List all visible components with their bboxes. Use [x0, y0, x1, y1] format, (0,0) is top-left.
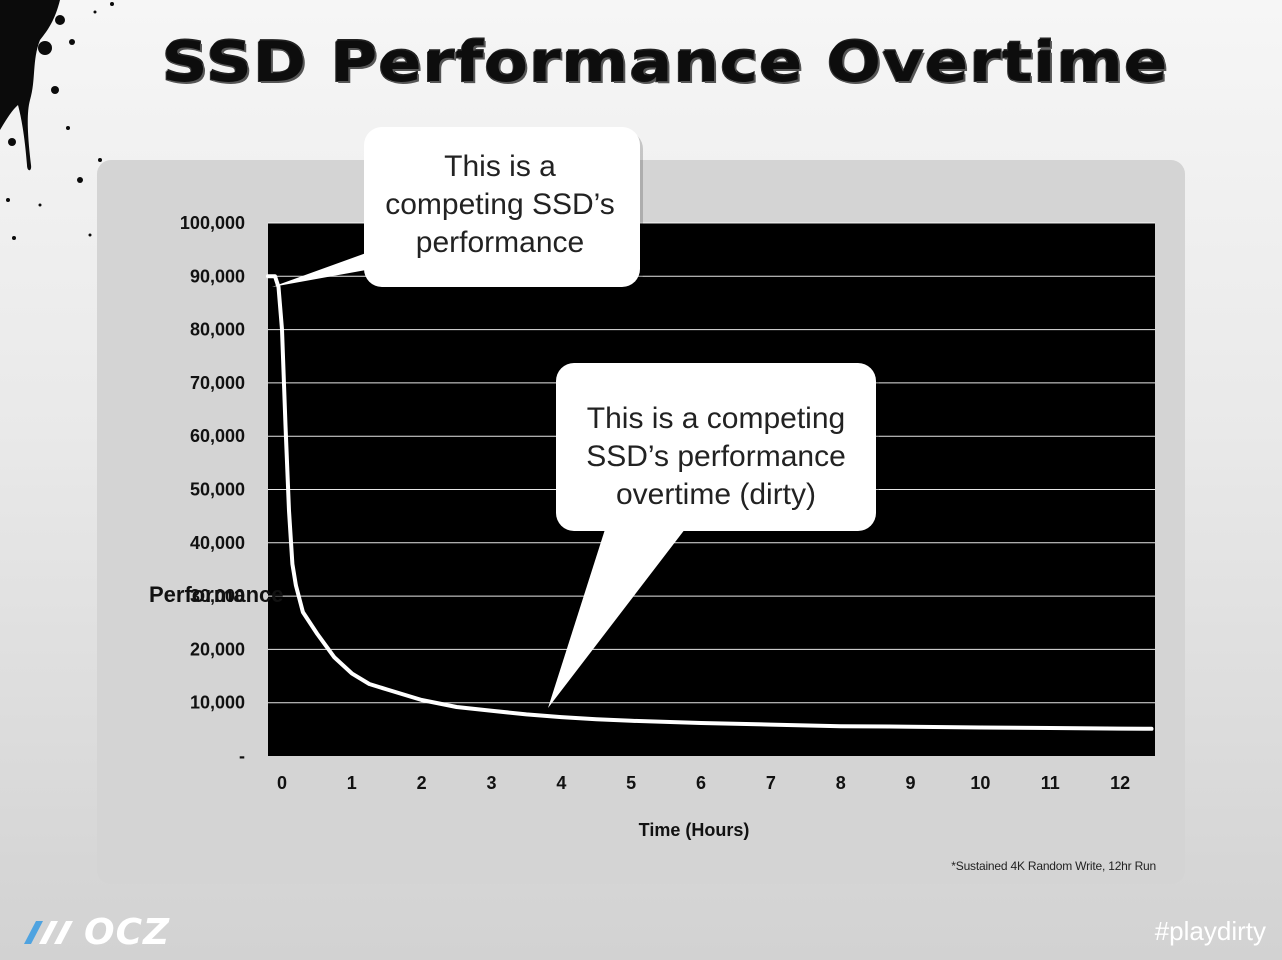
x-tick-label: 6: [696, 773, 706, 793]
x-tick-label: 1: [347, 773, 357, 793]
x-tick-label: 5: [626, 773, 636, 793]
hashtag: #playdirty: [1154, 916, 1266, 946]
performance-series-line: [266, 274, 1154, 731]
ocz-slash-icon: [24, 921, 73, 944]
x-tick-label: 9: [906, 773, 916, 793]
y-tick-label: 50,000: [190, 480, 245, 500]
x-tick-label: 3: [486, 773, 496, 793]
y-tick-label: 90,000: [190, 266, 245, 286]
callout-bubble-2: This is a competing SSD’s performance over…: [548, 363, 879, 708]
y-tick-label: 80,000: [190, 320, 245, 340]
x-tick-label: 7: [766, 773, 776, 793]
callout-box: [556, 363, 876, 531]
x-tick-label: 4: [556, 773, 566, 793]
y-tick-label: -: [239, 746, 245, 766]
brand-name: OCZ: [84, 911, 171, 953]
x-tick-label: 12: [1110, 773, 1130, 793]
x-axis-title: Time (Hours): [639, 820, 750, 840]
x-tick-label: 10: [970, 773, 990, 793]
callout-text-line: overtime (dirty): [616, 478, 816, 511]
callout-bubble-1: This is a competing SSD’s performance: [272, 127, 643, 291]
x-tick-label: 2: [417, 773, 427, 793]
y-tick-label: 60,000: [190, 426, 245, 446]
y-tick-label: 40,000: [190, 533, 245, 553]
callout-text-line: This is a: [444, 150, 556, 183]
callout-text-line: This is a competing: [587, 402, 845, 435]
y-tick-label: 30,000: [190, 586, 245, 606]
callout-text-line: performance: [416, 226, 584, 259]
ocz-logo: OCZ: [22, 911, 171, 953]
slide-title: SSD Performance Overtime: [161, 31, 1169, 95]
callout-text-line: SSD’s performance: [586, 440, 846, 473]
y-tick-label: 10,000: [190, 693, 245, 713]
y-axis-title: Performance: [149, 582, 284, 607]
callout-text-line: competing SSD’s: [385, 188, 615, 221]
x-tick-label: 0: [277, 773, 287, 793]
callout-pointer: [548, 520, 692, 708]
x-tick-label: 8: [836, 773, 846, 793]
y-tick-label: 100,000: [180, 213, 245, 233]
footnote: *Sustained 4K Random Write, 12hr Run: [951, 859, 1156, 873]
ink-splatter-decoration: [0, 0, 129, 240]
y-tick-label: 70,000: [190, 373, 245, 393]
callout-box: [364, 127, 640, 287]
x-tick-label: 11: [1041, 773, 1060, 793]
y-tick-label: 20,000: [190, 639, 245, 659]
